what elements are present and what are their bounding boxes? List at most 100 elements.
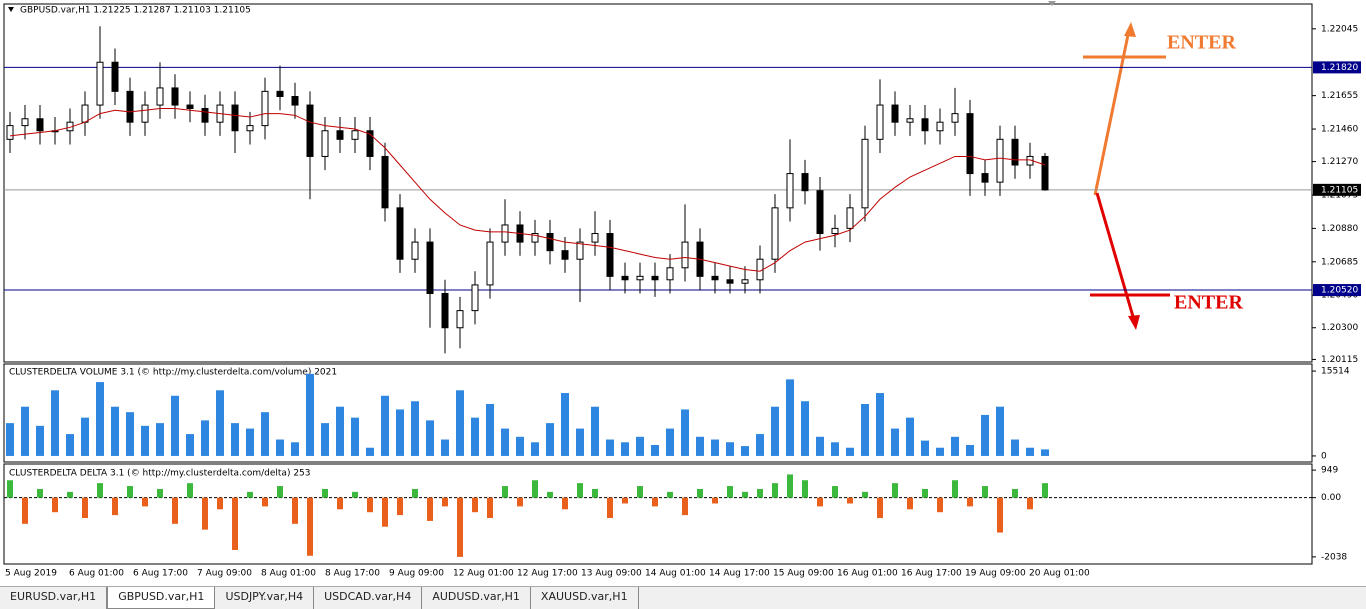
delta-bar [787, 474, 793, 498]
x-tick-label: 9 Aug 09:00 [389, 569, 444, 579]
level-label-box [1313, 284, 1361, 297]
volume-bar [651, 444, 659, 456]
candle-body [1041, 155, 1049, 191]
candle-body [381, 155, 389, 209]
candle-body [591, 233, 599, 243]
x-tick-label: 6 Aug 17:00 [133, 569, 188, 579]
candle-body [891, 104, 899, 123]
delta-bar [847, 497, 853, 504]
symbol-tab[interactable]: GBPUSD.var,H1 [107, 587, 216, 609]
symbol-tab[interactable]: AUDUSD.var,H1 [422, 587, 531, 609]
delta-bar [1027, 497, 1033, 510]
delta-bar [727, 486, 733, 498]
volume-bar [426, 420, 434, 456]
candle-body [621, 275, 629, 281]
chart-title: GBPUSD.var,H1 1.21225 1.21287 1.21103 1.… [20, 6, 251, 16]
delta-bar [352, 491, 358, 498]
volume-bar [606, 439, 614, 456]
candle-body [186, 104, 194, 109]
delta-bar [547, 491, 553, 498]
y-tick-label: 1.21270 [1321, 157, 1358, 167]
delta-bar [562, 497, 568, 510]
candle-body [861, 138, 869, 209]
candle-body [111, 61, 119, 92]
y-tick-label: 1.21655 [1321, 91, 1358, 101]
y-tick-label: -2038 [1321, 552, 1347, 562]
volume-bar [96, 382, 104, 456]
volume-bar [156, 423, 164, 456]
candle-body [726, 279, 734, 284]
volume-bar [711, 439, 719, 456]
delta-bar [217, 497, 223, 510]
candle-body [741, 279, 749, 284]
delta-bar [82, 497, 88, 519]
terminal-chart: GBPUSD.var,H1 1.21225 1.21287 1.21103 1.… [3, 1, 1361, 579]
y-tick-label: 1.22045 [1321, 24, 1358, 34]
volume-bar [66, 434, 74, 456]
x-tick-label: 6 Aug 01:00 [69, 569, 124, 579]
candle-body [606, 233, 614, 277]
volume-bar [921, 440, 929, 456]
x-tick-label: 14 Aug 01:00 [645, 569, 706, 579]
candle-body [1011, 138, 1019, 166]
annotation: ENTER [1167, 32, 1236, 54]
candle-body [966, 113, 974, 175]
y-tick-label: 1.20685 [1321, 257, 1358, 267]
volume-bar [1011, 439, 1019, 456]
volume-bar [531, 442, 539, 456]
candle-body [936, 121, 944, 132]
volume-bar [906, 417, 914, 456]
delta-panel [3, 463, 1313, 565]
symbol-tab[interactable]: EURUSD.var,H1 [0, 587, 108, 609]
x-tick-label: 12 Aug 01:00 [453, 569, 514, 579]
symbol-tab[interactable]: USDJPY.var,H4 [215, 587, 315, 609]
candle-body [831, 227, 839, 235]
candle-body [801, 173, 809, 192]
last-price-box [1313, 183, 1361, 196]
candle-body [261, 90, 269, 127]
delta-bar [412, 488, 418, 498]
candle-body [651, 275, 659, 281]
volume-bar [186, 434, 194, 456]
delta-bar [502, 486, 508, 498]
delta-bar [7, 480, 13, 498]
y-tick-label: 15514 [1321, 367, 1350, 377]
candle-body [126, 90, 134, 123]
volume-bar [816, 436, 824, 456]
up-arrow [1093, 29, 1131, 196]
delta-bar [682, 497, 688, 516]
delta-bar [322, 488, 328, 498]
delta-bar [517, 497, 523, 507]
down-arrow [1095, 192, 1136, 321]
volume-bar [171, 395, 179, 456]
delta-bar [187, 483, 193, 498]
delta-bar [442, 497, 448, 507]
volume-bar [411, 401, 419, 456]
symbol-tab[interactable]: USDCAD.var,H4 [314, 587, 423, 609]
candle-body [276, 90, 284, 97]
delta-bar [457, 497, 463, 557]
candle-body [291, 95, 299, 106]
volume-bar [666, 428, 674, 456]
candle-body [546, 233, 554, 252]
delta-bar [22, 497, 28, 524]
delta-bar [862, 491, 868, 498]
delta-bar [802, 480, 808, 498]
candle-body [636, 275, 644, 281]
volume-bar [696, 436, 704, 456]
y-tick-label: 1.20115 [1321, 355, 1358, 365]
candle-body [561, 250, 569, 260]
volume-bar [321, 423, 329, 456]
volume-bar [471, 417, 479, 456]
symbol-tab[interactable]: XAUUSD.var,H1 [531, 587, 639, 609]
volume-bar [681, 409, 689, 456]
volume-bar [396, 409, 404, 456]
level-label: 1.21820 [1321, 63, 1358, 73]
candle-body [321, 130, 329, 157]
candle-body [906, 118, 914, 123]
candle-body [171, 87, 179, 106]
delta-bar [892, 483, 898, 498]
delta-bar [997, 497, 1003, 533]
delta-bar [127, 486, 133, 498]
candle-body [246, 125, 254, 132]
